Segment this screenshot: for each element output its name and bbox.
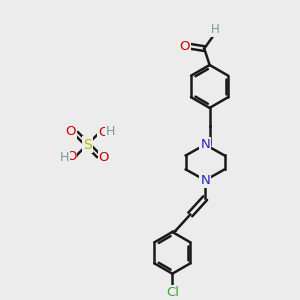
Text: S: S (83, 138, 92, 152)
Text: O: O (66, 150, 76, 163)
Text: O: O (98, 126, 109, 139)
Text: Cl: Cl (166, 286, 179, 299)
Text: N: N (200, 174, 210, 187)
Text: H: H (211, 23, 220, 36)
Text: O: O (99, 151, 109, 164)
Text: N: N (200, 138, 210, 151)
Text: H: H (59, 151, 69, 164)
Text: H: H (106, 125, 115, 138)
Text: O: O (66, 125, 76, 138)
Text: O: O (179, 40, 190, 53)
